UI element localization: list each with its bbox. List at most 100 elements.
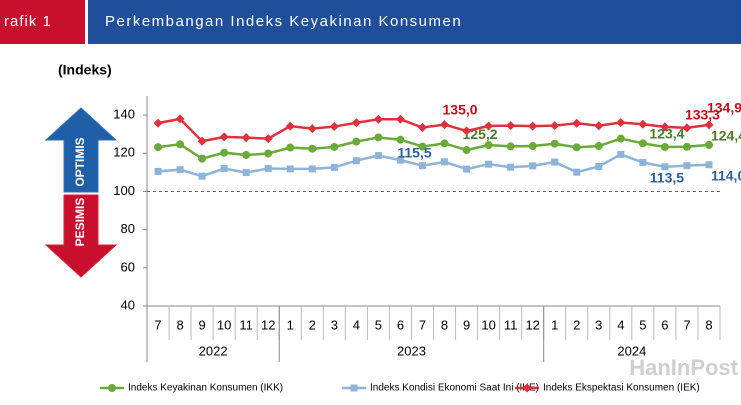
point xyxy=(572,143,581,152)
point xyxy=(352,137,361,146)
page-title: Perkembangan Indeks Keyakinan Konsumen xyxy=(105,13,462,30)
point xyxy=(704,120,714,130)
x-tick-label: 5 xyxy=(639,317,646,332)
point xyxy=(506,142,515,151)
point xyxy=(219,132,229,142)
point xyxy=(485,160,493,168)
x-tick-label: 11 xyxy=(239,317,253,332)
point xyxy=(330,163,338,171)
point xyxy=(507,163,515,171)
point xyxy=(462,126,472,136)
x-tick-label: 10 xyxy=(481,317,495,332)
legend-marker xyxy=(350,384,358,392)
point xyxy=(308,165,316,173)
x-tick-label: 1 xyxy=(287,317,294,332)
y-tick-label: 60 xyxy=(121,259,135,274)
point xyxy=(638,119,648,129)
value-label: 113,5 xyxy=(650,169,684,185)
point xyxy=(529,162,537,170)
legend-marker xyxy=(522,383,532,393)
x-tick-label: 11 xyxy=(504,317,518,332)
point xyxy=(506,121,516,131)
point xyxy=(198,154,207,163)
value-label: 123,4 xyxy=(649,125,684,141)
year-label: 2024 xyxy=(617,343,646,358)
y-axis-label: (Indeks) xyxy=(58,62,112,78)
series-line xyxy=(157,117,710,143)
y-tick-label: 40 xyxy=(121,297,135,312)
point xyxy=(374,133,383,142)
point xyxy=(175,114,185,124)
point xyxy=(639,158,647,166)
value-label: 114,0 xyxy=(711,167,741,183)
point xyxy=(418,162,426,170)
down-arrow xyxy=(44,194,118,278)
watermark: HanInPost xyxy=(629,355,738,380)
point xyxy=(440,120,450,130)
point xyxy=(617,150,625,158)
point xyxy=(396,156,404,164)
point xyxy=(264,165,272,173)
value-label: 134,9 xyxy=(707,100,741,116)
point xyxy=(418,142,427,151)
point xyxy=(154,143,163,152)
value-label: 133,3 xyxy=(685,107,720,123)
optimis-label: OPTIMIS xyxy=(73,137,87,186)
point xyxy=(528,142,537,151)
y-tick-label: 100 xyxy=(113,183,135,198)
point xyxy=(242,169,250,177)
x-tick-label: 2 xyxy=(573,317,580,332)
point xyxy=(462,146,471,155)
x-tick-label: 4 xyxy=(353,317,360,332)
series-line xyxy=(157,153,710,178)
title-bar xyxy=(88,0,741,44)
point xyxy=(264,149,273,158)
point xyxy=(395,114,405,124)
y-tick-label: 80 xyxy=(121,221,135,236)
point xyxy=(241,133,251,143)
value-label: 135,0 xyxy=(443,101,478,117)
x-tick-label: 4 xyxy=(617,317,624,332)
x-tick-label: 3 xyxy=(595,317,602,332)
point xyxy=(286,143,295,152)
y-tick-label: 120 xyxy=(113,145,135,160)
point xyxy=(528,121,538,131)
point xyxy=(595,162,603,170)
up-arrow xyxy=(44,107,118,193)
label-box xyxy=(0,0,85,44)
point xyxy=(661,163,669,171)
x-tick-label: 9 xyxy=(463,317,470,332)
value-label: 115,5 xyxy=(397,145,431,161)
y-tick-label: 140 xyxy=(113,107,135,122)
x-tick-label: 7 xyxy=(683,317,690,332)
x-tick-label: 10 xyxy=(217,317,231,332)
point xyxy=(616,134,625,143)
x-tick-label: 2 xyxy=(309,317,316,332)
point xyxy=(441,158,449,166)
year-label: 2022 xyxy=(199,343,228,358)
point xyxy=(263,134,273,144)
point xyxy=(594,121,604,131)
point xyxy=(572,118,582,128)
point xyxy=(351,118,361,128)
x-tick-label: 9 xyxy=(198,317,205,332)
point xyxy=(660,122,670,132)
x-tick-label: 6 xyxy=(397,317,404,332)
point xyxy=(352,157,360,165)
x-tick-label: 7 xyxy=(419,317,426,332)
point xyxy=(396,135,405,144)
point xyxy=(594,142,603,151)
point xyxy=(329,122,339,132)
year-label: 2023 xyxy=(397,343,426,358)
point xyxy=(197,136,207,146)
x-tick-label: 8 xyxy=(176,317,183,332)
point xyxy=(373,114,383,124)
legend-label: Indeks Keyakinan Konsumen (IKK) xyxy=(128,383,283,394)
point xyxy=(176,166,184,174)
x-tick-label: 7 xyxy=(154,317,161,332)
point xyxy=(198,172,206,180)
point xyxy=(550,121,560,131)
point xyxy=(550,139,559,148)
legend-label: Indeks Kondisi Ekonomi Saat Ini (IKE) xyxy=(370,383,539,394)
point xyxy=(705,161,713,169)
